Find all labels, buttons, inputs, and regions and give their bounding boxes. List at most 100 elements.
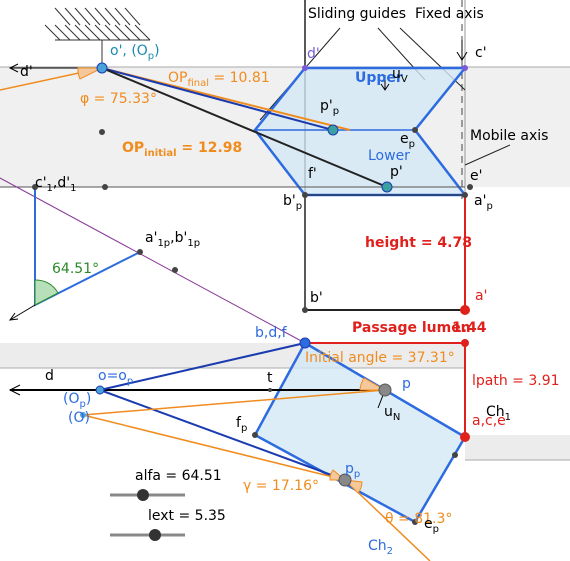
label: b' [310, 290, 323, 306]
lower-mechanism [8, 341, 467, 561]
label-subscript: 1 [70, 183, 76, 194]
label: Ch2 [368, 538, 393, 557]
label: b,d,f [255, 325, 288, 341]
label-text: Sliding guides [308, 6, 406, 22]
label: d' [307, 46, 320, 62]
label-text: lpath = 3.91 [472, 373, 560, 389]
label: o', (Op) [110, 43, 160, 62]
label-text: a' [475, 288, 487, 304]
ceiling-hatch [44, 7, 151, 68]
label: b'p [283, 193, 302, 212]
label: θ = 81.3° [385, 511, 452, 527]
label-text: lext = 5.35 [148, 508, 226, 524]
label-text: a' [474, 193, 486, 209]
label-text: ) [154, 43, 159, 59]
label-text: Lower [368, 148, 410, 164]
label-text: alfa = 64.51 [135, 468, 222, 484]
label: (O) [68, 410, 90, 426]
label-text: p' [390, 164, 403, 180]
label: height = 4.78 [365, 235, 472, 251]
label-text: 1.44 [452, 320, 487, 336]
label-subscript: p [409, 139, 415, 150]
label-subscript: 2 [387, 546, 393, 557]
label: uV [392, 66, 408, 85]
label-text: Mobile axis [470, 128, 548, 144]
label-text: ,d' [53, 175, 70, 191]
label: fp [236, 415, 247, 434]
label: f' [308, 166, 317, 182]
label-subscript: p [333, 106, 339, 117]
slider-knob[interactable] [137, 489, 149, 501]
label-text: c' [475, 45, 487, 61]
label-subscript: p [148, 51, 154, 62]
label: Passage lumen [352, 320, 471, 336]
label-text: b' [310, 290, 323, 306]
label: d [45, 368, 54, 384]
label: p [402, 376, 411, 392]
label: 1.44 [452, 320, 487, 336]
label: Fixed axis [415, 6, 484, 22]
label: a'1p,b'1p [145, 230, 200, 249]
label-subscript: p [296, 201, 302, 212]
label-text: a' [145, 230, 157, 246]
label: Sliding guides [308, 6, 406, 22]
label-text: OP [168, 70, 187, 86]
slider-knob[interactable] [149, 529, 161, 541]
label-text: ) [86, 391, 91, 407]
label-text: u [392, 66, 401, 82]
label-text: t [267, 370, 273, 386]
label: o=op [98, 368, 133, 387]
height-box [304, 194, 466, 311]
rotation-aid [0, 177, 306, 344]
label: p'p [320, 98, 339, 117]
label-subscript: p [79, 399, 85, 410]
label-text: Ch [486, 404, 505, 420]
label: (Op) [63, 391, 91, 410]
label-text: u [384, 404, 393, 420]
label-text: o', (O [110, 43, 148, 59]
label-text: φ = 75.33° [80, 91, 157, 107]
label: φ = 75.33° [80, 91, 157, 107]
label-text: d' [20, 64, 33, 80]
label-text: = 10.81 [209, 70, 270, 86]
label-text: Fixed axis [415, 6, 484, 22]
label-subscript: p [354, 469, 360, 480]
label-subscript: final [187, 78, 209, 89]
label: lpath = 3.91 [472, 373, 560, 389]
label: a'p [474, 193, 493, 212]
label: e' [470, 168, 482, 184]
sliders[interactable] [110, 489, 185, 541]
label-subscript: p [433, 524, 439, 535]
label-text: f' [308, 166, 317, 182]
label: d' [20, 64, 33, 80]
label-text: d' [307, 46, 320, 62]
label-text: (O) [68, 410, 90, 426]
label: p' [390, 164, 403, 180]
label-text: e [400, 131, 409, 147]
label-subscript: 1p [157, 238, 170, 249]
label-subscript: p [486, 201, 492, 212]
label-text: (O [63, 391, 79, 407]
label: alfa = 64.51 [135, 468, 222, 484]
label-subscript: p [241, 423, 247, 434]
label-subscript: N [393, 412, 400, 423]
label-subscript: 1 [47, 183, 53, 194]
label-text: Ch [368, 538, 387, 554]
label-text: o=o [98, 368, 127, 384]
label-text: c' [35, 175, 47, 191]
points [32, 62, 473, 525]
label: c'1,d'1 [35, 175, 76, 194]
label: lext = 5.35 [148, 508, 226, 524]
label: Upper [355, 70, 403, 86]
label-text: 64.51° [52, 261, 99, 277]
label-text: θ = 81.3° [385, 511, 452, 527]
label: Lower [368, 148, 410, 164]
label-text: b' [283, 193, 296, 209]
label-text: e' [470, 168, 482, 184]
label-text: d [45, 368, 54, 384]
label: Mobile axis [470, 128, 548, 144]
label: 64.51° [52, 261, 99, 277]
label: uN [384, 404, 400, 423]
label-subscript: initial [144, 148, 176, 159]
